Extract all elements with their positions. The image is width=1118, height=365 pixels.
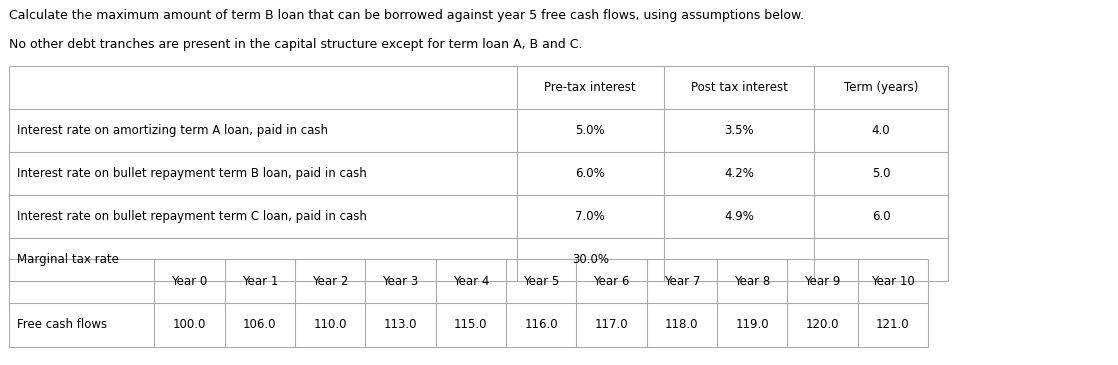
Text: Interest rate on bullet repayment term C loan, paid in cash: Interest rate on bullet repayment term C… bbox=[17, 210, 367, 223]
Text: Calculate the maximum amount of term B loan that can be borrowed against year 5 : Calculate the maximum amount of term B l… bbox=[9, 9, 804, 22]
Text: 3.5%: 3.5% bbox=[724, 124, 754, 137]
Text: 100.0: 100.0 bbox=[173, 318, 206, 331]
Text: Year 7: Year 7 bbox=[664, 274, 700, 288]
Text: Year 10: Year 10 bbox=[871, 274, 915, 288]
Text: Marginal tax rate: Marginal tax rate bbox=[17, 253, 119, 266]
Text: Pre-tax interest: Pre-tax interest bbox=[544, 81, 636, 94]
Text: Post tax interest: Post tax interest bbox=[691, 81, 787, 94]
Text: Year 5: Year 5 bbox=[523, 274, 559, 288]
Text: 30.0%: 30.0% bbox=[571, 253, 609, 266]
Text: 4.9%: 4.9% bbox=[724, 210, 754, 223]
Text: 117.0: 117.0 bbox=[595, 318, 628, 331]
Text: 4.2%: 4.2% bbox=[724, 167, 754, 180]
Text: Term (years): Term (years) bbox=[844, 81, 918, 94]
Text: 110.0: 110.0 bbox=[313, 318, 347, 331]
Text: Year 3: Year 3 bbox=[382, 274, 418, 288]
Text: Interest rate on bullet repayment term B loan, paid in cash: Interest rate on bullet repayment term B… bbox=[17, 167, 367, 180]
Text: 5.0: 5.0 bbox=[872, 167, 890, 180]
Text: Year 6: Year 6 bbox=[594, 274, 629, 288]
Text: No other debt tranches are present in the capital structure except for term loan: No other debt tranches are present in th… bbox=[9, 38, 582, 51]
Text: 6.0: 6.0 bbox=[872, 210, 890, 223]
Text: Year 0: Year 0 bbox=[171, 274, 208, 288]
Text: 4.0: 4.0 bbox=[872, 124, 890, 137]
Text: Year 8: Year 8 bbox=[735, 274, 770, 288]
Text: Year 4: Year 4 bbox=[453, 274, 489, 288]
Text: Free cash flows: Free cash flows bbox=[17, 318, 107, 331]
Text: 121.0: 121.0 bbox=[877, 318, 910, 331]
Text: 5.0%: 5.0% bbox=[576, 124, 605, 137]
Text: 106.0: 106.0 bbox=[243, 318, 276, 331]
Text: 115.0: 115.0 bbox=[454, 318, 487, 331]
Text: Year 1: Year 1 bbox=[241, 274, 278, 288]
Text: Interest rate on amortizing term A loan, paid in cash: Interest rate on amortizing term A loan,… bbox=[17, 124, 328, 137]
Text: 119.0: 119.0 bbox=[736, 318, 769, 331]
Text: 6.0%: 6.0% bbox=[576, 167, 605, 180]
Text: 118.0: 118.0 bbox=[665, 318, 699, 331]
Text: Year 2: Year 2 bbox=[312, 274, 349, 288]
Text: 113.0: 113.0 bbox=[383, 318, 417, 331]
Text: 116.0: 116.0 bbox=[524, 318, 558, 331]
Text: 7.0%: 7.0% bbox=[576, 210, 605, 223]
Text: Year 9: Year 9 bbox=[804, 274, 841, 288]
Text: 120.0: 120.0 bbox=[806, 318, 840, 331]
